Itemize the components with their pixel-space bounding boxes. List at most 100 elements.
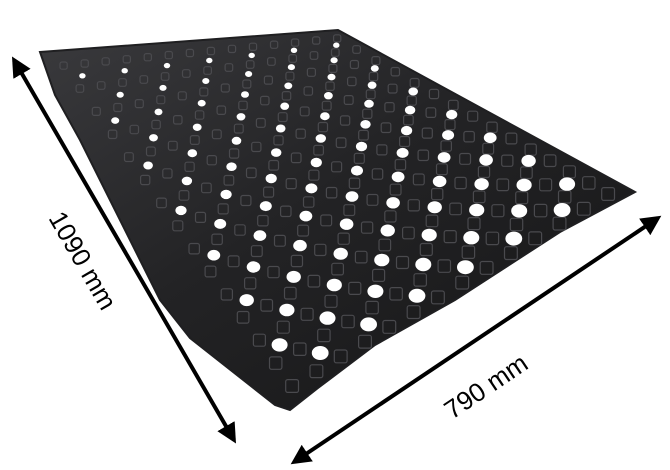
drainage-hole [220, 189, 232, 200]
drainage-hole [380, 224, 395, 237]
grid-cell [277, 112, 288, 123]
grid-cell [543, 154, 557, 168]
grid-cell [371, 55, 381, 66]
drainage-hole [245, 71, 253, 77]
grid-cell [384, 101, 395, 113]
drainage-hole [121, 68, 128, 74]
drainage-hole [330, 57, 338, 64]
drainage-hole [310, 157, 322, 168]
drainage-hole [315, 134, 326, 143]
grid-cell [285, 178, 297, 190]
grid-cell [366, 193, 379, 206]
drainage-hole [275, 124, 286, 133]
grid-cell [306, 67, 316, 77]
drainage-hole [339, 218, 354, 230]
grid-cell [302, 196, 315, 208]
drainage-hole [326, 278, 342, 292]
grid-cell [394, 158, 407, 171]
drainage-hole [236, 113, 246, 121]
drainage-hole [511, 204, 528, 218]
drainage-hole [408, 288, 426, 303]
drainage-hole [483, 132, 497, 144]
grid-cell [409, 77, 420, 88]
grid-cell [251, 141, 262, 153]
drainage-hole [116, 91, 124, 98]
drainage-hole [271, 338, 288, 352]
grid-cell [347, 76, 357, 87]
drainage-hole [175, 205, 187, 216]
drainage-hole [197, 99, 206, 107]
drainage-hole [404, 105, 416, 115]
grid-cell [447, 99, 459, 111]
drainage-hole [333, 42, 340, 48]
grid-cell [295, 128, 306, 139]
drainage-hole [181, 176, 193, 186]
grid-cell [227, 44, 237, 54]
grid-cell [260, 298, 274, 312]
width-dimension-label: 790 mm [439, 348, 534, 425]
drainage-hole [290, 47, 298, 53]
grid-cell [380, 122, 392, 134]
grid-cell [325, 81, 335, 91]
drainage-hole [345, 191, 359, 202]
grid-cell [330, 48, 340, 57]
grid-cell [421, 127, 433, 139]
drainage-hole [192, 123, 202, 131]
drainage-hole [446, 109, 458, 120]
drainage-hole [159, 84, 167, 91]
drainage-hole [327, 73, 336, 81]
grid-cell [505, 132, 518, 145]
grid-cell [343, 94, 354, 105]
grid-cell [349, 59, 359, 70]
grid-cell [352, 45, 361, 54]
drainage-hole [320, 112, 330, 121]
drainage-hole [279, 303, 295, 317]
drainage-hole [469, 203, 485, 217]
drainage-hole [214, 218, 227, 229]
drainage-hole [239, 294, 254, 307]
grid-cell [390, 66, 401, 77]
grid-cell [248, 42, 258, 52]
grid-cell [496, 178, 510, 192]
drainage-hole [427, 201, 442, 214]
grid-cell [365, 89, 376, 100]
drainage-hole [432, 175, 447, 188]
drainage-hole [154, 108, 163, 116]
grid-cell [260, 95, 270, 106]
grid-cell [389, 183, 402, 196]
drainage-hole [231, 136, 242, 145]
drainage-hole [521, 154, 536, 167]
grid-cell [463, 130, 475, 143]
grid-cell [321, 100, 332, 111]
grid-cell [538, 178, 553, 192]
grid-cell [299, 106, 310, 117]
grid-cell [467, 110, 479, 122]
grid-cell [576, 201, 591, 216]
grid-cell [368, 71, 379, 82]
grid-cell [312, 36, 321, 45]
grid-cell [331, 161, 343, 173]
grid-cell [501, 154, 514, 167]
grid-cell [245, 60, 255, 69]
drainage-hole [408, 87, 419, 96]
grid-cell [343, 204, 356, 217]
grid-cell [440, 140, 452, 152]
drainage-hole [284, 82, 293, 90]
grid-cell [244, 277, 257, 290]
grid-cell [268, 159, 280, 171]
grid-cell [449, 202, 462, 216]
grid-cell [290, 38, 300, 47]
grid-cell [362, 108, 373, 119]
grid-cell [281, 90, 292, 101]
grid-cell [325, 186, 338, 199]
grid-cell [376, 144, 388, 156]
grid-cell [435, 163, 448, 176]
drainage-hole [479, 154, 493, 166]
drainage-hole [226, 162, 237, 171]
drainage-hole [367, 81, 377, 89]
drainage-hole [248, 52, 255, 59]
grid-cell [257, 214, 269, 227]
drainage-hole [437, 152, 451, 163]
grid-cell [273, 135, 284, 146]
drainage-hole [202, 78, 210, 84]
